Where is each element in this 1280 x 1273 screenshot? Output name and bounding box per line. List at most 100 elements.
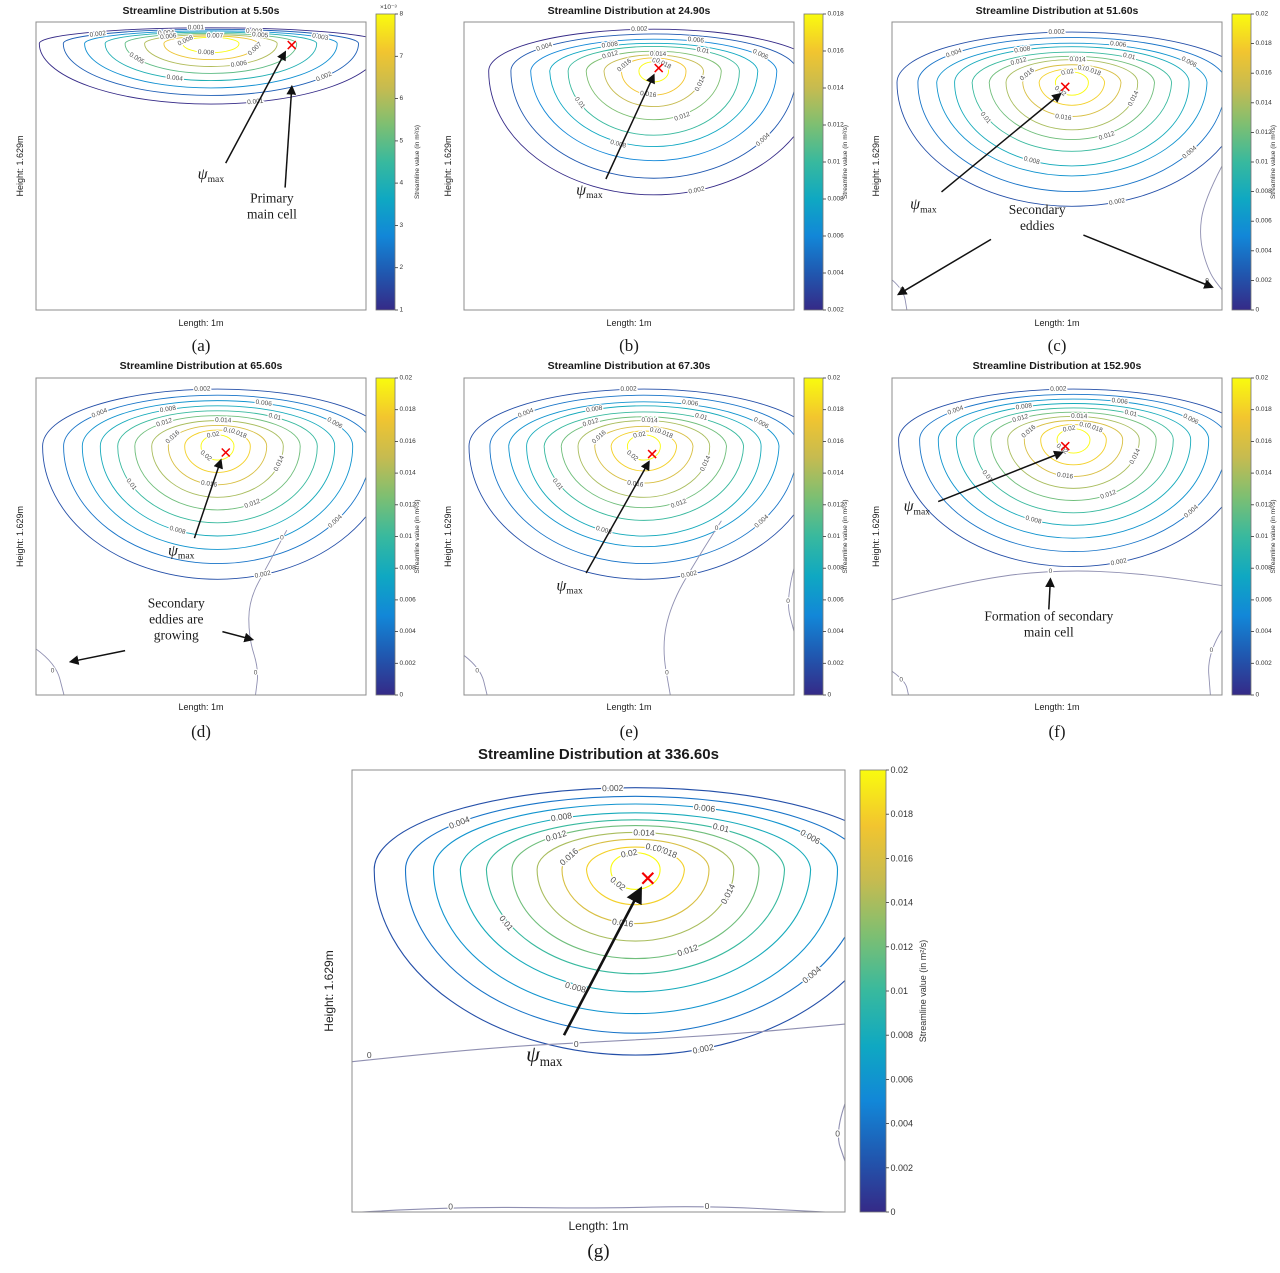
colorbar-tick-label: 0 xyxy=(1256,307,1260,314)
zero-contour-label: 0 xyxy=(367,1050,372,1060)
colorbar-tick-label: 0.014 xyxy=(828,470,845,477)
zero-contour-label: 0 xyxy=(705,1201,710,1211)
y-axis-label: Height: 1.629m xyxy=(871,506,881,567)
colorbar-tick-label: 0.002 xyxy=(828,660,845,667)
contour-line xyxy=(990,411,1157,501)
colorbar-tick-label: 0.006 xyxy=(891,1074,914,1084)
contour-line xyxy=(200,434,235,461)
colorbar xyxy=(1231,377,1252,696)
x-axis-label: Length: 1m xyxy=(1034,702,1079,712)
colorbar-tick-label: 0.02 xyxy=(1256,11,1269,18)
panel-title: Streamline Distribution at 152.90s xyxy=(973,360,1142,372)
annotation-arrow xyxy=(193,458,223,539)
contour-label: 0.002 xyxy=(631,26,648,33)
contour-label: 0.016 xyxy=(1055,113,1072,122)
contour-line xyxy=(526,405,762,537)
panel-d: 0.002 0.002 0.004 0.004 0.006 0.006 0.008 0.008… xyxy=(6,356,422,742)
psi-max-annotation: ψmax xyxy=(904,498,931,517)
zero-contour xyxy=(464,655,488,695)
contour-label: 0.02 xyxy=(633,430,647,439)
streamline-plot-f: 0.0020.0020.0040.0040.0060.0060.0080.008… xyxy=(871,360,1277,741)
colorbar-tick-label: 0.014 xyxy=(891,898,914,908)
colorbar-tick-label: 0.016 xyxy=(828,438,845,445)
panel-caption: (a) xyxy=(192,336,211,355)
colorbar-multiplier: ×10⁻³ xyxy=(380,4,397,11)
contour-label: 0.02 xyxy=(1062,424,1076,433)
zero-contour-label: 0 xyxy=(280,535,284,542)
panel-title: Streamline Distribution at 67.30s xyxy=(548,360,711,372)
panel-caption: (e) xyxy=(620,722,639,741)
contour-label: 0.004 xyxy=(158,29,175,37)
colorbar-tick-label: 0.008 xyxy=(1256,565,1273,572)
zero-contour-label: 0 xyxy=(1049,568,1053,575)
colorbar-label: Streamline value (in m²/s) xyxy=(842,499,849,573)
colorbar-tick-label: 0.006 xyxy=(1256,596,1273,603)
contour-line xyxy=(124,32,298,74)
x-axis-label: Length: 1m xyxy=(606,318,651,328)
text-annotation: Formation of secondary main cell xyxy=(984,609,1113,640)
contour-line xyxy=(1054,71,1089,96)
zero-contour-label: 0 xyxy=(899,676,903,683)
contour-line xyxy=(954,46,1190,167)
contour-label: 0.007 xyxy=(207,32,224,39)
colorbar-tick-label: 1 xyxy=(400,307,404,314)
colorbar-tick-label: 0.004 xyxy=(828,628,845,635)
contour-line xyxy=(104,31,318,82)
colorbar-tick-label: 3 xyxy=(400,222,404,229)
contour-line xyxy=(117,410,318,524)
contour-line xyxy=(62,28,359,96)
panel-title: Streamline Distribution at 51.60s xyxy=(976,5,1139,17)
contour-line xyxy=(510,33,794,179)
contour-line xyxy=(151,420,284,498)
x-axis-label: Length: 1m xyxy=(178,702,223,712)
contour-label: 0.008 xyxy=(1015,402,1032,411)
x-axis-label: Length: 1m xyxy=(606,702,651,712)
panel-caption: (b) xyxy=(619,336,639,355)
colorbar-tick-label: 0.002 xyxy=(891,1163,914,1173)
colorbar-tick-label: 0.014 xyxy=(828,85,845,92)
colorbar-tick-label: 0.01 xyxy=(828,533,841,540)
colorbar-tick-label: 0.02 xyxy=(1256,375,1269,382)
contour-line xyxy=(594,425,694,484)
colorbar-tick-label: 0.008 xyxy=(1256,188,1273,195)
annotation-arrow xyxy=(941,92,1062,193)
colorbar-tick-label: 0.006 xyxy=(828,596,845,603)
contour-line xyxy=(585,846,685,906)
contour-line xyxy=(560,416,727,509)
plot-frame xyxy=(35,21,367,311)
contour-label: 0.006 xyxy=(1110,40,1127,49)
colorbar-label: Streamline value (in m²/s) xyxy=(918,940,928,1043)
zero-contour-label: 0 xyxy=(448,1202,453,1212)
colorbar-tick-label: 0.01 xyxy=(1256,533,1269,540)
zero-contour-label: 0 xyxy=(715,525,719,532)
colorbar-tick-label: 0.018 xyxy=(828,11,845,18)
contour-label: 0.016 xyxy=(1056,471,1073,480)
contour-line xyxy=(182,36,240,54)
contour-label: 0.014 xyxy=(633,827,655,838)
contour-line xyxy=(488,28,794,196)
zero-contour-label: 0 xyxy=(1205,278,1209,285)
panel-c: 0.002 0.002 0.004 0.004 0.006 0.006 0.008 0.008… xyxy=(862,0,1278,356)
psi-max-annotation: ψmax xyxy=(526,1042,563,1069)
colorbar-tick-label: 0.016 xyxy=(1256,70,1273,77)
contour-line xyxy=(404,795,845,1034)
plot-area xyxy=(352,770,845,1212)
annotation-arrow xyxy=(896,238,992,296)
contour-line xyxy=(1007,415,1140,489)
contour-line xyxy=(610,852,661,890)
contour-label: 0.008 xyxy=(550,810,573,823)
colorbar-label: Streamline value (in m²/s) xyxy=(842,125,849,199)
contour-line xyxy=(988,55,1155,140)
contour-line xyxy=(468,388,794,580)
panel-caption: (c) xyxy=(1048,336,1067,355)
y-axis-label: Height: 1.629m xyxy=(322,950,336,1031)
annotation-arrow xyxy=(222,630,255,643)
colorbar-tick-label: 0.002 xyxy=(1256,277,1273,284)
contour-line xyxy=(585,50,722,121)
zero-contour-label: 0 xyxy=(475,668,479,675)
y-axis-label: Height: 1.629m xyxy=(871,135,881,196)
psi-max-annotation: ψmax xyxy=(556,577,583,596)
psi-max-marker xyxy=(647,449,657,459)
annotation-arrow xyxy=(562,886,642,1036)
y-axis-label: Height: 1.629m xyxy=(443,135,453,196)
